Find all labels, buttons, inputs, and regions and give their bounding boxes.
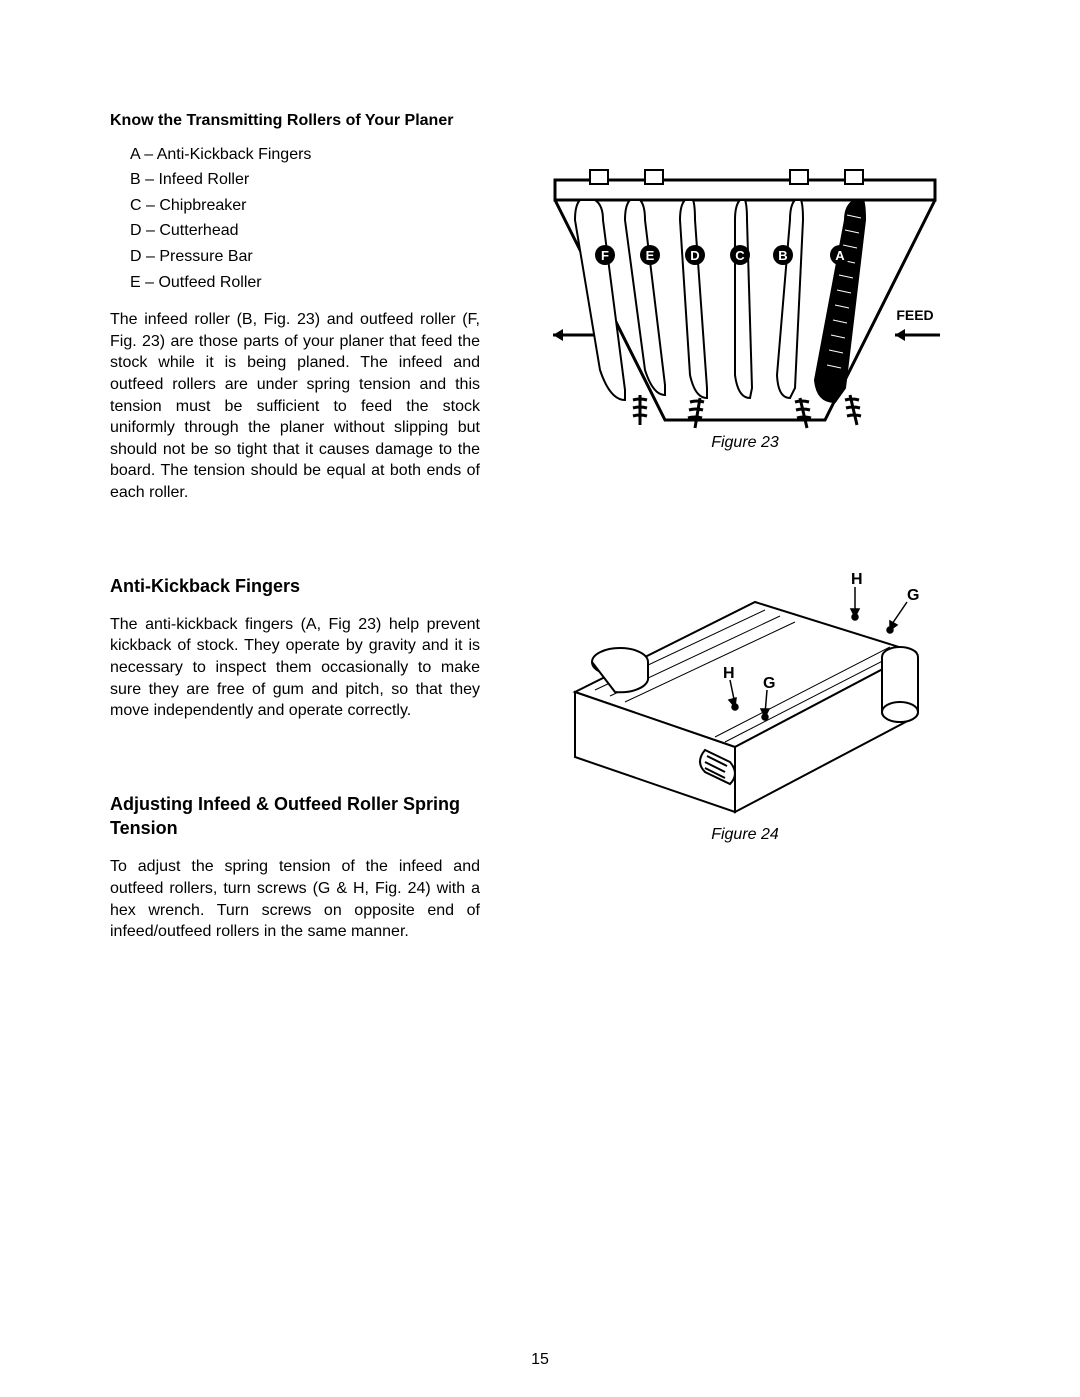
left-column: Know the Transmitting Rollers of Your Pl… [110, 110, 480, 951]
svg-text:FEED: FEED [896, 307, 933, 323]
figure-24: H G H G Figure 24 [520, 562, 970, 844]
manual-page: Know the Transmitting Rollers of Your Pl… [0, 0, 1080, 1397]
section1-paragraph: The infeed roller (B, Fig. 23) and outfe… [110, 309, 480, 503]
figure23-diagram: F E D C B A FEED [545, 140, 945, 430]
legend-item: D – Cutterhead [130, 220, 480, 242]
svg-text:F: F [601, 248, 609, 263]
svg-text:H: H [723, 665, 735, 682]
rollers-legend: A – Anti-Kickback Fingers B – Infeed Rol… [130, 144, 480, 294]
section3-heading: Adjusting Infeed & Outfeed Roller Spring… [110, 792, 480, 841]
svg-text:H: H [851, 571, 863, 588]
section2-paragraph: The anti-kickback fingers (A, Fig 23) he… [110, 614, 480, 722]
svg-text:B: B [778, 248, 787, 263]
svg-text:D: D [690, 248, 699, 263]
svg-text:C: C [735, 248, 745, 263]
section2-heading: Anti-Kickback Fingers [110, 574, 480, 598]
page-number: 15 [0, 1351, 1080, 1369]
svg-text:G: G [763, 675, 775, 692]
legend-item: A – Anti-Kickback Fingers [130, 144, 480, 166]
figure24-caption: Figure 24 [520, 826, 970, 844]
section1-title: Know the Transmitting Rollers of Your Pl… [110, 110, 480, 132]
two-column-layout: Know the Transmitting Rollers of Your Pl… [110, 110, 970, 951]
figure-23: F E D C B A FEED [520, 140, 970, 452]
right-column: F E D C B A FEED [520, 110, 970, 951]
legend-item: C – Chipbreaker [130, 195, 480, 217]
figure23-caption: Figure 23 [520, 434, 970, 452]
legend-item: E – Outfeed Roller [130, 272, 480, 294]
svg-text:A: A [835, 248, 845, 263]
svg-text:G: G [907, 587, 919, 604]
section3-paragraph: To adjust the spring tension of the infe… [110, 856, 480, 942]
figure24-diagram: H G H G [555, 562, 935, 822]
svg-text:E: E [646, 248, 655, 263]
legend-item: B – Infeed Roller [130, 169, 480, 191]
legend-item: D – Pressure Bar [130, 246, 480, 268]
section2: Anti-Kickback Fingers The anti-kickback … [110, 574, 480, 722]
section3: Adjusting Infeed & Outfeed Roller Spring… [110, 792, 480, 943]
